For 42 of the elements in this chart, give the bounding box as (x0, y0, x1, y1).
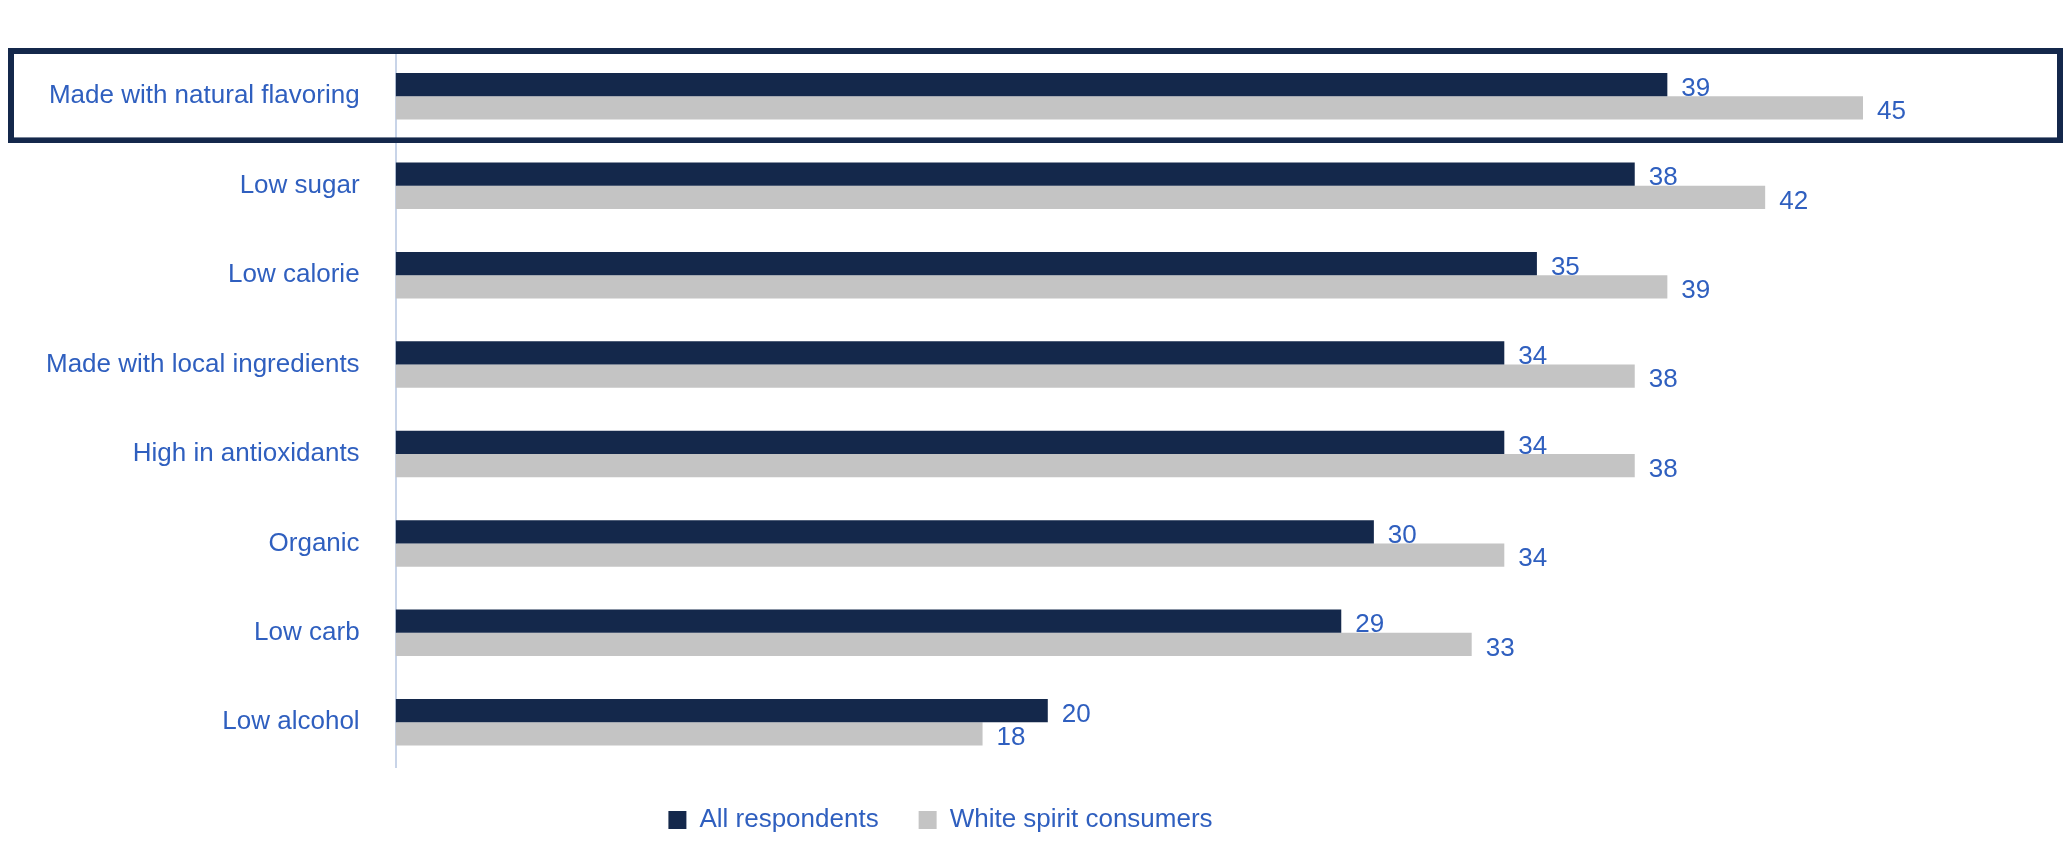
bar (395, 632, 1472, 657)
y-tick-label: High in antioxidants (132, 437, 360, 468)
bar (395, 162, 1635, 186)
data-label: 20 (1061, 697, 1091, 728)
data-label: 35 (1550, 250, 1580, 281)
bar (395, 609, 1342, 633)
bar (395, 364, 1635, 388)
data-label: 30 (1387, 518, 1417, 549)
data-label: 39 (1681, 71, 1711, 102)
data-label: 18 (996, 721, 1026, 752)
y-tick-label: Made with local ingredients (45, 347, 360, 378)
bar (395, 543, 1505, 567)
data-label: 38 (1648, 161, 1678, 192)
data-label: 38 (1648, 363, 1678, 394)
data-label: 34 (1518, 340, 1548, 371)
data-label: 33 (1485, 631, 1515, 662)
data-label: 38 (1648, 452, 1678, 483)
y-tick-label: Low calorie (228, 258, 360, 289)
y-tick-label: Low alcohol (222, 705, 360, 736)
bar (395, 454, 1635, 478)
bar (395, 722, 983, 746)
bar (395, 275, 1668, 299)
data-label: 39 (1681, 273, 1711, 304)
y-tick-label: Low carb (254, 616, 360, 647)
y-tick-label: Low sugar (239, 168, 360, 199)
legend-label: All respondents (699, 803, 879, 834)
data-label: 34 (1518, 429, 1548, 460)
bar (395, 699, 1048, 723)
bar (395, 96, 1863, 120)
bar (395, 341, 1505, 365)
bar (395, 251, 1537, 276)
bar (395, 73, 1668, 97)
legend-label: White spirit consumers (949, 803, 1213, 834)
data-label: 34 (1518, 542, 1548, 573)
bar (395, 185, 1766, 209)
y-tick-label: Organic (268, 526, 360, 557)
data-label: 42 (1779, 184, 1809, 215)
y-tick-label: Made with natural flavoring (48, 79, 360, 110)
bar (395, 430, 1505, 455)
bar (395, 520, 1374, 544)
data-label: 45 (1877, 95, 1906, 126)
data-label: 29 (1355, 608, 1385, 639)
